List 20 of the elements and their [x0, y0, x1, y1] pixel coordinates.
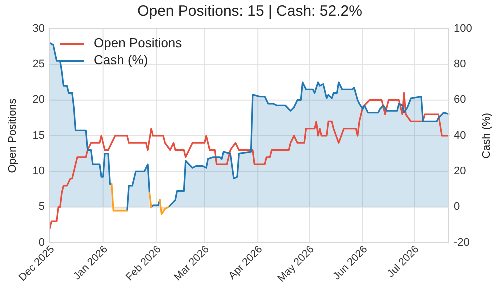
chart-title: Open Positions: 15 | Cash: 52.2% — [138, 3, 362, 20]
y-tick-label: 30 — [32, 22, 45, 35]
legend-label: Open Positions — [94, 35, 183, 50]
y-tick-label: 15 — [32, 130, 45, 142]
y2-tick-label: -20 — [454, 236, 470, 249]
y2-tick-label: 100 — [454, 22, 472, 35]
y2-tick-label: 60 — [454, 94, 466, 106]
y-tick-label: 25 — [32, 58, 45, 71]
y-tick-label: 10 — [32, 166, 45, 178]
line-series — [49, 92, 450, 230]
legend-label: Cash (%) — [94, 52, 148, 68]
y2-axis-title: Cash (%) — [481, 113, 493, 159]
y2-tick-label: 40 — [454, 130, 466, 142]
y-tick-label: 5 — [38, 201, 45, 214]
y2-tick-label: 20 — [454, 166, 466, 178]
y-tick-label: 20 — [32, 94, 45, 106]
y-tick-label: 0 — [38, 236, 45, 249]
y2-tick-label: 80 — [454, 58, 466, 71]
y2-tick-label: 0 — [454, 201, 460, 214]
y-axis-title: Open Positions — [7, 98, 19, 174]
